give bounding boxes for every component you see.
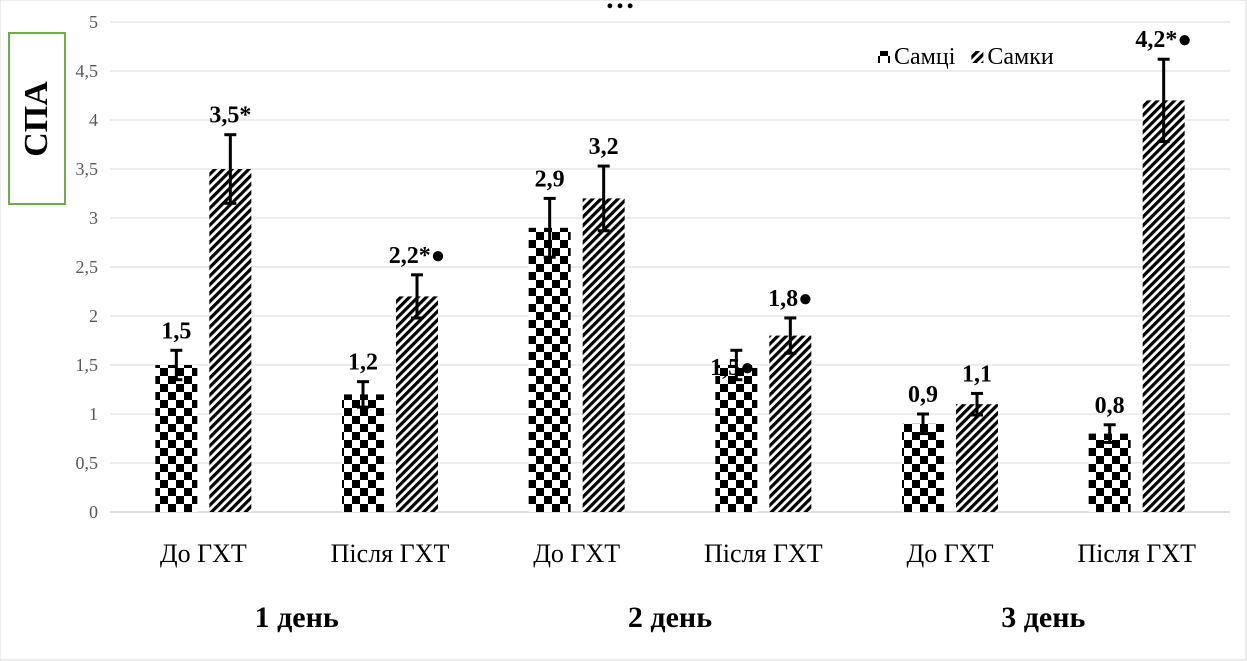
y-tick-label: 4,5 (76, 61, 99, 81)
legend-swatch (971, 51, 984, 63)
y-tick-label: 2 (89, 306, 98, 326)
y-tick-label: 2,5 (76, 257, 99, 277)
y-tick-label: 1 (89, 404, 98, 424)
bar-samky (396, 296, 438, 512)
gridlines (110, 21, 1230, 513)
error-bars (170, 57, 1170, 444)
bar-samtsi (528, 227, 571, 513)
legend-label: Самки (987, 44, 1054, 70)
data-label: 1,5 (161, 318, 191, 344)
x-category-label: До ГХТ (533, 539, 620, 568)
x-category-label: До ГХТ (160, 539, 247, 568)
bars (155, 100, 1185, 513)
x-category-label: Після ГХТ (331, 539, 450, 568)
data-label: 0,9 (908, 382, 938, 408)
y-tick-label: 4 (89, 110, 98, 130)
data-label: 4,2*● (1135, 27, 1192, 53)
x-group-label: 3 день (1001, 601, 1085, 634)
bar-samtsi (902, 423, 944, 512)
data-label: 2,9 (535, 166, 565, 192)
data-label: 1,5● (710, 355, 755, 381)
x-category-label: Після ГХТ (1077, 539, 1196, 568)
x-category-label: Після ГХТ (704, 539, 823, 568)
y-tick-label: 3,5 (76, 159, 99, 179)
legend-swatch (878, 51, 890, 63)
y-tick-label: 0 (89, 502, 98, 522)
x-group-label: 2 день (628, 601, 712, 634)
chart-title: … (605, 0, 635, 15)
legend-label: Самці (894, 44, 956, 70)
y-axis-label: СПА (18, 80, 55, 157)
bar-samtsi (342, 394, 384, 512)
y-tick-label: 0,5 (76, 453, 99, 473)
legend: Самці Самки (878, 44, 1054, 70)
bar-samtsi (1088, 433, 1131, 512)
x-axis-categories: До ГХТ Після ГХТ До ГХТ Після ГХТ До ГХТ Післ… (160, 539, 1196, 568)
x-axis-groups: 1 день 2 день 3 день (255, 601, 1086, 634)
data-labels: 1,5 3,5* 1,2 2,2*● 2,9 3,2 1,5● 1,8● 0,9 1,1 0,8 4,… (161, 27, 1192, 419)
bar-samtsi (715, 365, 758, 512)
data-label: 3,5* (209, 103, 251, 129)
data-label: 1,1 (962, 361, 992, 387)
data-label: 3,2 (589, 134, 619, 160)
bar-samky (582, 198, 625, 512)
data-label: 1,8● (768, 286, 813, 312)
y-axis-label-box: СПА (8, 32, 66, 205)
bar-samky (209, 169, 252, 512)
y-tick-label: 1,5 (76, 355, 99, 375)
y-tick-label: 3 (89, 208, 98, 228)
bar-samky (956, 404, 998, 512)
data-label: 2,2*● (389, 243, 446, 269)
bar-samtsi (155, 365, 198, 512)
data-label: 1,2 (348, 350, 378, 376)
bar-samky (1142, 100, 1185, 513)
bar-samky (769, 335, 812, 512)
y-axis-ticks: 0 0,5 1 1,5 2 2,5 3 3,5 4 4,5 5 (76, 12, 99, 522)
data-label: 0,8 (1095, 393, 1125, 419)
y-tick-label: 5 (89, 12, 98, 32)
x-group-label: 1 день (255, 601, 339, 634)
x-category-label: До ГХТ (907, 539, 994, 568)
